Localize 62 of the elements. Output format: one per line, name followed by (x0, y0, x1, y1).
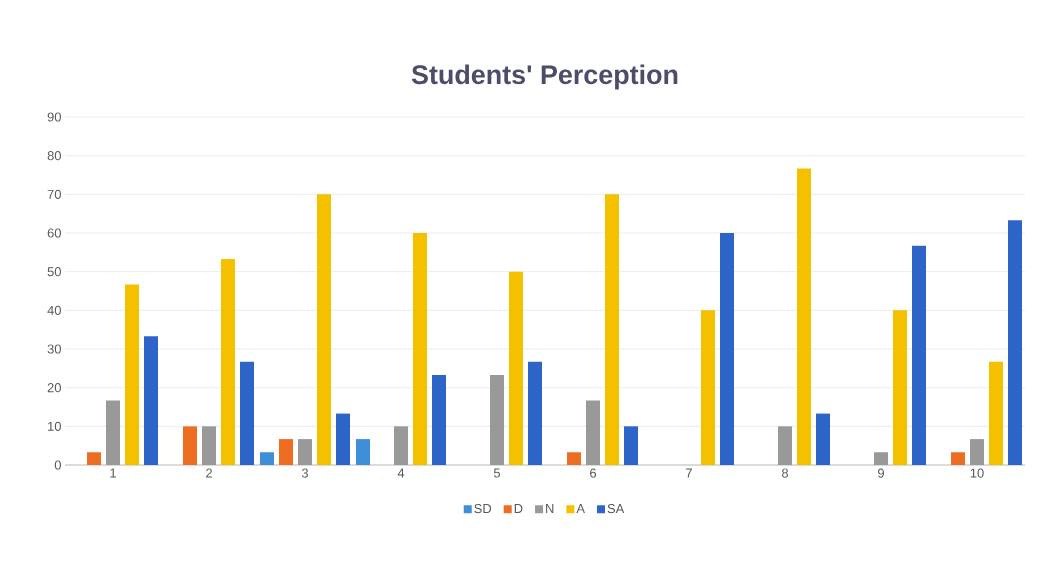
x-tick-label: 8 (781, 468, 789, 478)
bar (951, 452, 965, 465)
bar (298, 439, 312, 465)
bar (87, 452, 101, 465)
y-tick-label: 50 (47, 267, 61, 277)
x-tick-label: 10 (970, 468, 984, 478)
bar (490, 374, 504, 465)
bar (260, 452, 274, 465)
bar (893, 310, 907, 465)
bar (1008, 220, 1022, 465)
x-tick-label: 3 (301, 468, 309, 478)
y-tick-label: 30 (47, 344, 61, 354)
bar (394, 426, 408, 465)
legend-label: A (576, 504, 585, 513)
bar (989, 361, 1003, 465)
chart-title: Students' Perception (411, 64, 678, 90)
y-tick-label: 10 (48, 421, 61, 431)
bar (720, 233, 734, 465)
bar (183, 426, 197, 465)
y-tick-label: 20 (47, 383, 61, 393)
legend-label: N (546, 504, 554, 513)
bar (912, 245, 926, 465)
legend-label: SA (607, 503, 625, 514)
legend-label: D (514, 504, 523, 513)
legend-label: SD (474, 503, 492, 514)
y-tick-label: 70 (47, 189, 61, 199)
x-tick-label: 5 (493, 468, 501, 478)
y-tick-label: 60 (47, 228, 61, 238)
bar (816, 413, 830, 465)
x-tick-label: 2 (206, 468, 212, 478)
y-tick-label: 0 (54, 460, 61, 470)
bar (624, 426, 638, 465)
bar (970, 439, 984, 465)
bar (567, 452, 581, 465)
bar (778, 426, 792, 465)
x-tick-label: 4 (397, 468, 405, 478)
y-tick-label: 80 (47, 151, 61, 161)
bar (221, 258, 235, 465)
bar (279, 439, 293, 465)
y-tick-label: 40 (47, 305, 61, 315)
bar (509, 271, 523, 465)
bar (797, 168, 811, 465)
bar (202, 426, 216, 465)
x-tick-label: 7 (686, 468, 692, 478)
bar (874, 452, 888, 465)
bar (317, 194, 331, 465)
bar (336, 413, 350, 465)
bar (701, 310, 715, 465)
x-tick-label: 6 (590, 468, 597, 478)
bar (432, 374, 446, 465)
bar (106, 400, 120, 465)
bar (586, 400, 600, 465)
bar (144, 336, 158, 465)
bar (605, 194, 619, 465)
x-tick-label: 9 (878, 468, 884, 478)
bar (240, 361, 254, 465)
bar (125, 284, 139, 465)
bar (413, 233, 427, 465)
x-tick-label: 1 (110, 468, 116, 478)
bar (528, 361, 542, 465)
y-tick-label: 90 (47, 112, 61, 122)
bar (356, 439, 370, 465)
